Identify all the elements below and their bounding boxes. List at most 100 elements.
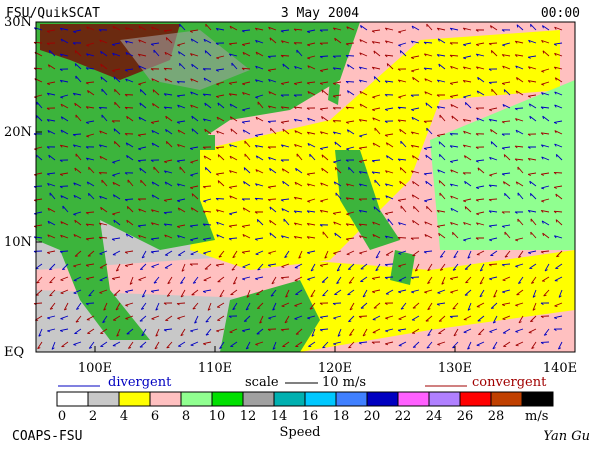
wind-arrow (295, 328, 303, 335)
wind-arrow (333, 221, 342, 226)
wind-arrow (163, 29, 173, 33)
wind-arrow (319, 42, 329, 46)
wind-arrow (358, 119, 368, 122)
wind-arrow (541, 39, 550, 44)
wind-arrow (397, 106, 407, 110)
wind-arrow (384, 276, 394, 280)
wind-arrow (75, 114, 82, 122)
colorbar-swatch (118, 391, 151, 407)
wind-arrow (412, 302, 420, 309)
wind-arrow (410, 55, 420, 60)
wind-arrow (348, 315, 355, 323)
wind-arrow (216, 234, 225, 239)
wind-arrow (554, 130, 563, 135)
wind-arrow (100, 63, 108, 70)
wind-arrow (527, 209, 537, 213)
wind-arrow (371, 29, 381, 33)
wind-arrow (501, 211, 511, 214)
wind-arrow (113, 128, 121, 135)
wind-arrow (293, 42, 303, 45)
wind-arrow (501, 120, 511, 124)
wind-arrow (139, 263, 147, 270)
wind-arrow (230, 289, 238, 296)
wind-arrow (255, 183, 264, 187)
wind-arrow (282, 180, 290, 187)
wind-arrow (215, 197, 225, 201)
wind-arrow (502, 276, 511, 282)
wind-arrow (397, 198, 407, 202)
wind-arrow (397, 158, 407, 162)
wind-arrow (541, 185, 550, 190)
wind-arrow (100, 341, 108, 347)
wind-arrow (267, 263, 277, 267)
wind-arrow (98, 106, 108, 110)
wind-arrow (111, 68, 121, 73)
wind-arrow (452, 263, 459, 271)
wind-arrow (436, 224, 446, 228)
wind-arrow (332, 302, 342, 306)
wind-arrow (358, 198, 368, 202)
wind-arrow (425, 180, 433, 187)
wind-arrow (293, 106, 303, 110)
wind-arrow (60, 38, 69, 44)
wind-arrow (489, 328, 498, 333)
wind-arrow (334, 37, 342, 44)
wind-arrow (85, 120, 95, 125)
wind-arrow (60, 195, 69, 200)
wind-arrow (358, 146, 368, 150)
wind-arrow (306, 29, 316, 34)
wind-arrow (542, 232, 550, 239)
wind-arrow (215, 172, 225, 176)
wind-arrow (280, 106, 290, 110)
wind-arrow (113, 289, 121, 296)
colorbar-tick-label: 28 (488, 409, 505, 424)
wind-arrow (490, 128, 498, 135)
wind-arrow (345, 183, 355, 187)
wind-arrow (437, 38, 446, 44)
wind-arrow (202, 118, 212, 122)
wind-arrow (490, 302, 498, 309)
wind-arrow (426, 341, 433, 349)
wind-arrow (100, 206, 108, 213)
wind-arrow (228, 237, 238, 241)
wind-arrow (464, 101, 472, 109)
wind-arrow (464, 289, 472, 296)
wind-arrow (243, 315, 251, 322)
wind-arrow (333, 315, 342, 320)
wind-arrow (127, 179, 134, 187)
wind-arrow (346, 26, 355, 31)
wind-arrow (450, 222, 459, 226)
wind-arrow (202, 185, 212, 189)
wind-arrow (242, 207, 251, 213)
wind-arrow (399, 128, 407, 135)
wind-arrow (398, 94, 407, 99)
wind-arrow (515, 65, 524, 70)
wind-arrow (345, 55, 355, 58)
wind-arrow (478, 328, 485, 336)
wind-arrow (410, 144, 420, 148)
wind-arrow (228, 42, 238, 46)
wind-arrow (385, 250, 394, 256)
wind-arrow (269, 167, 277, 174)
wind-arrow (463, 221, 472, 226)
wind-arrow (112, 159, 121, 164)
wind-arrow (557, 341, 563, 350)
wind-arrow (553, 185, 563, 189)
wind-arrow (138, 25, 147, 31)
wind-arrow (464, 206, 472, 213)
colorbar-swatch (366, 391, 399, 407)
wind-arrow (255, 94, 264, 99)
wind-arrow (319, 131, 329, 135)
wind-arrow (540, 210, 550, 213)
wind-arrow (384, 211, 394, 216)
wind-arrow (49, 192, 56, 200)
wind-arrow (267, 146, 277, 149)
wind-arrow (242, 129, 251, 135)
wind-arrow (254, 27, 264, 31)
wind-arrow (111, 42, 121, 47)
wind-arrow (293, 81, 303, 86)
wind-arrow (504, 250, 511, 258)
wind-arrow (124, 40, 134, 44)
wind-arrow (306, 131, 316, 135)
wind-arrow (541, 25, 550, 31)
